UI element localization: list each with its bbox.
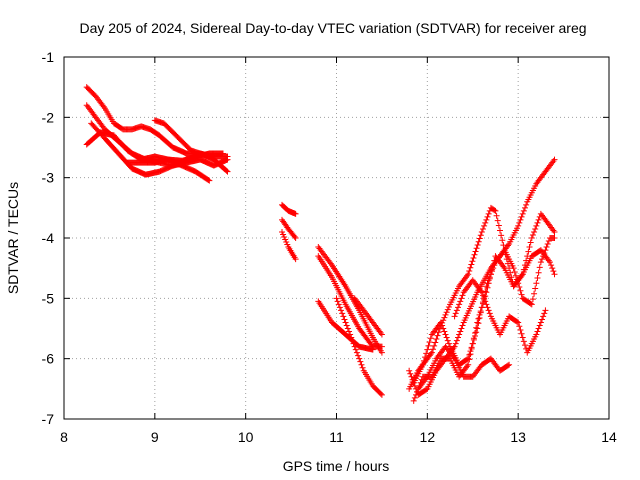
x-tick-label: 11 (329, 429, 344, 445)
x-tick-label: 9 (151, 429, 159, 445)
y-tick-label: -2 (42, 109, 55, 125)
y-tick-label: -4 (42, 230, 55, 246)
series-track-11 (315, 253, 385, 350)
x-tick-label: 13 (510, 429, 526, 445)
series-track-19 (415, 343, 513, 392)
y-axis-label: SDTVAR / TECUs (5, 182, 21, 294)
plus-markers (351, 295, 385, 338)
plus-markers (88, 120, 231, 178)
y-tick-label: -1 (42, 49, 55, 65)
plus-markers (279, 201, 299, 217)
plus-markers (333, 295, 385, 398)
plus-markers (315, 253, 385, 350)
x-tick-label: 12 (420, 429, 436, 445)
axes: 8 9 10 11 12 13 14 -1 -2 -3 -4 -5 -6 -7 (42, 49, 617, 445)
x-axis-label: GPS time / hours (283, 458, 390, 474)
plus-markers (451, 277, 549, 356)
series-track-15 (406, 156, 558, 398)
plus-markers (415, 343, 513, 392)
series-track-8 (279, 216, 299, 241)
chart-title: Day 205 of 2024, Sidereal Day-to-day VTE… (79, 20, 586, 36)
x-tick-label: 10 (238, 429, 254, 445)
data-marks (83, 84, 558, 404)
y-tick-label: -3 (42, 170, 55, 186)
series-track-20 (451, 277, 549, 356)
plus-markers (279, 216, 299, 241)
x-tick-label: 14 (601, 429, 617, 445)
series-track-14 (351, 295, 385, 338)
series-track-7 (279, 201, 299, 217)
plus-markers (406, 156, 558, 398)
x-tick-label: 8 (60, 429, 68, 445)
series-track-4 (88, 120, 231, 178)
y-tick-label: -6 (42, 351, 55, 367)
plot-frame (63, 56, 610, 420)
y-tick-label: -7 (42, 411, 55, 427)
series-track-9 (279, 228, 299, 263)
grid (64, 57, 609, 419)
y-tick-label: -5 (42, 290, 55, 306)
series-track-13 (333, 295, 385, 398)
plus-markers (279, 228, 299, 263)
series-track-6 (151, 117, 213, 160)
plus-markers (151, 117, 213, 160)
